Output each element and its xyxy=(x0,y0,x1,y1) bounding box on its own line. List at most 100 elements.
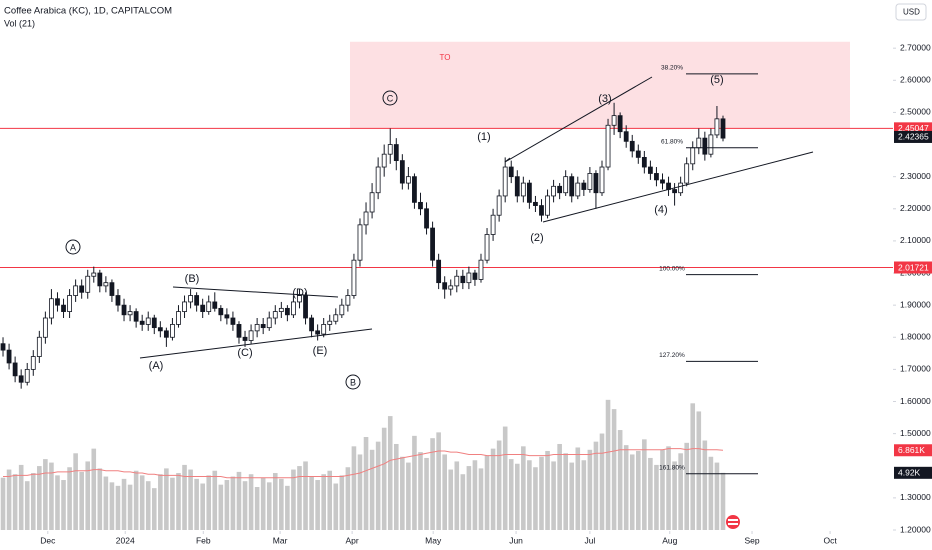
candle-body xyxy=(520,182,526,197)
volume-bar xyxy=(424,457,429,530)
volume-bar xyxy=(345,467,351,530)
candle-body xyxy=(405,176,411,184)
logo-stroke xyxy=(728,523,738,525)
candle-body xyxy=(91,272,97,277)
wave-label: (1) xyxy=(477,131,490,143)
fib-label: 127.20% xyxy=(659,352,685,359)
wave-label: B xyxy=(350,377,356,387)
volume-bar xyxy=(375,441,381,530)
candle-body xyxy=(139,320,145,325)
volume-bar xyxy=(0,477,6,530)
volume-bar xyxy=(545,450,550,530)
candle-body xyxy=(714,118,720,136)
volume-bar xyxy=(654,464,659,530)
volume-bar xyxy=(315,480,320,530)
wave-labels: (A) (B) (C) (D) (E) (1) (2) (3) (4) (5) … xyxy=(65,74,724,390)
volume-bar xyxy=(297,466,302,530)
candle-body xyxy=(55,298,60,306)
volume-bar xyxy=(61,480,66,530)
volume-bar xyxy=(230,476,236,530)
candle-body xyxy=(575,182,581,197)
candle-body xyxy=(42,317,48,338)
volume-bar xyxy=(708,456,714,530)
volume-bar xyxy=(496,440,502,530)
candle-body xyxy=(339,304,345,316)
candle-body xyxy=(284,307,290,316)
candle-body xyxy=(708,134,714,155)
wave-circle xyxy=(65,239,81,255)
volume-bar xyxy=(49,462,54,530)
candle-body xyxy=(623,131,629,142)
volume-bar xyxy=(291,469,296,530)
candle-body xyxy=(466,272,472,284)
volume-bar xyxy=(569,462,575,530)
x-tick-label: Oct xyxy=(823,535,837,545)
wave-label: (B) xyxy=(185,273,200,285)
x-tick-label: Apr xyxy=(346,535,359,545)
volume-bar xyxy=(18,464,24,530)
candle-body xyxy=(375,166,381,194)
candle-body xyxy=(569,176,575,197)
volume-bar xyxy=(551,461,556,530)
wave-label: (5) xyxy=(710,74,723,86)
volume-bar xyxy=(103,476,109,530)
y-tick-label: 1.80000 xyxy=(900,332,931,342)
candle-body xyxy=(635,150,641,158)
candle-body xyxy=(702,137,708,155)
volume-bar xyxy=(145,481,151,530)
price-axis-bg xyxy=(893,0,932,550)
candle-body xyxy=(266,317,272,329)
candle-body xyxy=(218,307,224,316)
candle-body xyxy=(145,317,151,325)
candle-body xyxy=(551,185,556,197)
candle-body xyxy=(678,182,684,194)
candle-body xyxy=(430,227,435,261)
y-tick-label: 2.10000 xyxy=(900,235,931,245)
volume-bar xyxy=(115,485,121,530)
volume-bar xyxy=(430,438,435,530)
volume-bar xyxy=(720,472,726,530)
volume-bar xyxy=(139,475,145,530)
candle-body xyxy=(121,304,127,316)
candle-body xyxy=(690,147,696,165)
x-tick-label: Sep xyxy=(744,535,759,545)
trendline xyxy=(542,151,814,223)
volume-bar xyxy=(478,468,484,530)
volume-bar xyxy=(508,459,514,530)
candle-body xyxy=(206,301,212,312)
candle-body xyxy=(599,166,605,194)
candle-body xyxy=(212,301,218,309)
candle-body xyxy=(248,330,254,341)
volume-bar xyxy=(514,463,520,530)
volume-bar xyxy=(393,443,399,530)
candle-body xyxy=(387,144,393,155)
candle-body xyxy=(315,330,321,335)
candle-body xyxy=(508,166,514,178)
candle-body xyxy=(115,295,121,306)
candle-body xyxy=(545,195,550,216)
fib-label: 100.00% xyxy=(659,265,685,272)
volume-bar xyxy=(617,430,623,530)
last-price-label: 2.42365 xyxy=(898,132,929,142)
currency-button[interactable] xyxy=(895,3,927,21)
candle-body xyxy=(176,311,181,325)
volume-bar xyxy=(333,483,339,530)
volume-bar xyxy=(73,453,78,530)
candle-body xyxy=(36,336,42,357)
volume-bar xyxy=(6,469,12,530)
volume-bar xyxy=(611,409,617,530)
volume-bar xyxy=(672,461,677,530)
volume-bar xyxy=(599,433,605,530)
volume-bar xyxy=(212,470,218,530)
volume-bar xyxy=(623,445,629,530)
volume-bar xyxy=(400,456,405,530)
candle-body xyxy=(502,166,508,197)
candle-body xyxy=(720,118,726,139)
candle-body xyxy=(109,282,115,296)
candle-body xyxy=(460,275,466,284)
volume-bar xyxy=(85,461,91,530)
volume-bar xyxy=(406,462,411,530)
volume-bar xyxy=(557,443,562,530)
volume-bar xyxy=(490,448,496,530)
